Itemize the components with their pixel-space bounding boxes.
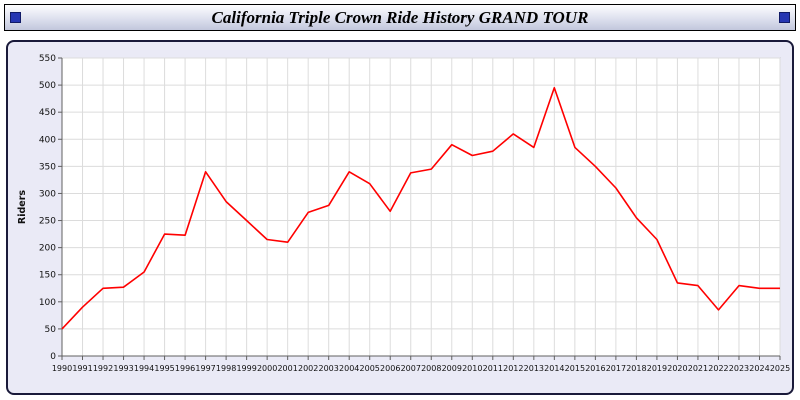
x-tick-label: 2010 [462,364,482,373]
y-tick-label: 450 [39,108,56,118]
x-tick-label: 1991 [72,364,92,373]
left-corner-square-icon [10,12,21,23]
title-bar: California Triple Crown Ride History GRA… [4,4,796,31]
x-tick-label: 1995 [154,364,174,373]
x-tick-label: 2022 [708,364,728,373]
x-tick-label: 2018 [626,364,646,373]
x-tick-label: 2023 [729,364,749,373]
y-tick-label: 0 [50,352,56,362]
x-tick-label: 2011 [483,364,503,373]
x-tick-label: 2013 [524,364,544,373]
x-tick-label: 2019 [647,364,667,373]
y-tick-label: 500 [39,81,56,91]
y-tick-label: 350 [39,162,56,172]
y-tick-label: 100 [39,298,56,308]
x-tick-label: 1990 [52,364,72,373]
x-tick-label: 2024 [749,364,769,373]
x-tick-label: 2012 [503,364,523,373]
x-tick-label: 2025 [770,364,790,373]
y-tick-label: 550 [39,54,56,64]
x-tick-label: 1994 [134,364,154,373]
x-tick-label: 2021 [688,364,708,373]
x-tick-label: 2001 [277,364,297,373]
x-tick-label: 1996 [175,364,195,373]
x-tick-label: 1993 [113,364,133,373]
y-tick-label: 250 [39,217,56,227]
x-tick-label: 2002 [298,364,318,373]
x-tick-label: 2004 [339,364,359,373]
x-tick-label: 1998 [216,364,236,373]
x-tick-label: 1992 [93,364,113,373]
y-tick-label: 150 [39,271,56,281]
x-tick-label: 2006 [380,364,400,373]
right-corner-square-icon [779,12,790,23]
x-tick-label: 2017 [606,364,626,373]
y-tick-label: 200 [39,244,56,254]
x-tick-label: 2007 [401,364,421,373]
x-tick-label: 2009 [442,364,462,373]
x-tick-label: 1999 [236,364,256,373]
x-tick-label: 2003 [319,364,339,373]
y-tick-label: 50 [45,325,57,335]
chart-panel: 0 50 100 150 200 250 300 350 400 450 500 550 1990 199… [6,40,794,395]
x-tick-label: 2020 [667,364,687,373]
y-tick-label: 400 [39,135,56,145]
x-tick-label: 2000 [257,364,277,373]
x-tick-label: 2016 [585,364,605,373]
y-tick-label: 300 [39,189,56,199]
x-tick-label: 2005 [360,364,380,373]
series-riders [61,86,780,330]
x-tick-label: 2008 [421,364,441,373]
y-axis-label: Riders [17,190,28,225]
x-tick-label: 2014 [544,364,564,373]
x-tick-label: 2015 [565,364,585,373]
plot-area [61,57,781,357]
page-title: California Triple Crown Ride History GRA… [211,7,589,27]
x-tick-label: 1997 [195,364,215,373]
